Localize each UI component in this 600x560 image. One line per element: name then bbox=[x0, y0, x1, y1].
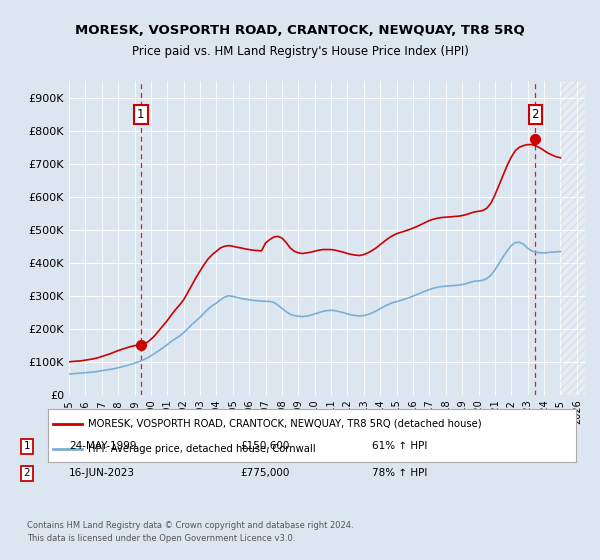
Text: 24-MAY-1999: 24-MAY-1999 bbox=[69, 441, 137, 451]
Text: MORESK, VOSPORTH ROAD, CRANTOCK, NEWQUAY, TR8 5RQ: MORESK, VOSPORTH ROAD, CRANTOCK, NEWQUAY… bbox=[75, 24, 525, 38]
Text: 1: 1 bbox=[23, 441, 31, 451]
Text: 61% ↑ HPI: 61% ↑ HPI bbox=[372, 441, 427, 451]
Text: £150,600: £150,600 bbox=[240, 441, 289, 451]
Text: Price paid vs. HM Land Registry's House Price Index (HPI): Price paid vs. HM Land Registry's House … bbox=[131, 45, 469, 58]
Bar bbox=[560, 81, 593, 395]
Text: This data is licensed under the Open Government Licence v3.0.: This data is licensed under the Open Gov… bbox=[27, 534, 295, 543]
Text: 2: 2 bbox=[532, 108, 539, 120]
Text: £775,000: £775,000 bbox=[240, 468, 289, 478]
Text: HPI: Average price, detached house, Cornwall: HPI: Average price, detached house, Corn… bbox=[88, 444, 315, 454]
Text: 1: 1 bbox=[137, 108, 145, 120]
Text: Contains HM Land Registry data © Crown copyright and database right 2024.: Contains HM Land Registry data © Crown c… bbox=[27, 521, 353, 530]
Text: 78% ↑ HPI: 78% ↑ HPI bbox=[372, 468, 427, 478]
Text: 16-JUN-2023: 16-JUN-2023 bbox=[69, 468, 135, 478]
Text: 2: 2 bbox=[23, 468, 31, 478]
Text: MORESK, VOSPORTH ROAD, CRANTOCK, NEWQUAY, TR8 5RQ (detached house): MORESK, VOSPORTH ROAD, CRANTOCK, NEWQUAY… bbox=[88, 419, 481, 429]
